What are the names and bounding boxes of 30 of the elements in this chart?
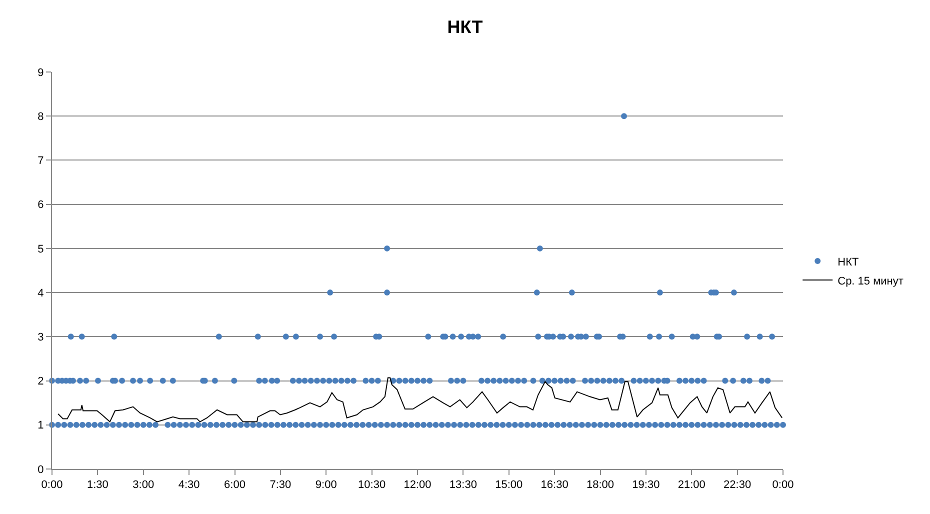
x-tick-label: 7:30 [270, 479, 292, 492]
x-tick-label: 6:00 [224, 479, 246, 492]
x-tick-label: 9:00 [315, 479, 337, 492]
y-tick-label: 7 [38, 155, 44, 168]
y-tick-label: 6 [38, 199, 44, 212]
y-tick-label: 0 [38, 464, 44, 476]
x-tick-label: 19:30 [632, 479, 660, 492]
x-tick-label: 16:30 [540, 479, 568, 492]
x-tick-label: 18:00 [586, 479, 614, 492]
x-tick-label: 10:30 [358, 479, 386, 492]
x-tick-label: 15:00 [495, 479, 523, 492]
legend-label: Ср. 15 минут [838, 275, 904, 288]
y-tick-label: 8 [38, 110, 44, 123]
y-tick-label: 2 [38, 376, 44, 388]
x-tick-label: 4:30 [178, 479, 200, 492]
legend-label: НКТ [838, 256, 859, 268]
x-tick-label: 0:00 [772, 479, 794, 492]
y-tick-label: 9 [38, 66, 44, 79]
x-tick-label: 3:00 [132, 479, 154, 492]
y-tick-label: 5 [38, 243, 44, 256]
y-tick-label: 1 [38, 420, 44, 432]
x-tick-label: 22:30 [724, 479, 752, 492]
y-tick-label: 4 [38, 287, 44, 300]
x-tick-label: 1:30 [86, 479, 108, 492]
x-tick-label: 0:00 [41, 479, 63, 492]
chart-title: НКТ [447, 17, 483, 38]
y-tick-label: 3 [38, 332, 44, 344]
x-tick-label: 12:00 [404, 479, 432, 492]
x-tick-label: 13:30 [449, 479, 477, 492]
x-tick-label: 21:00 [678, 479, 706, 492]
